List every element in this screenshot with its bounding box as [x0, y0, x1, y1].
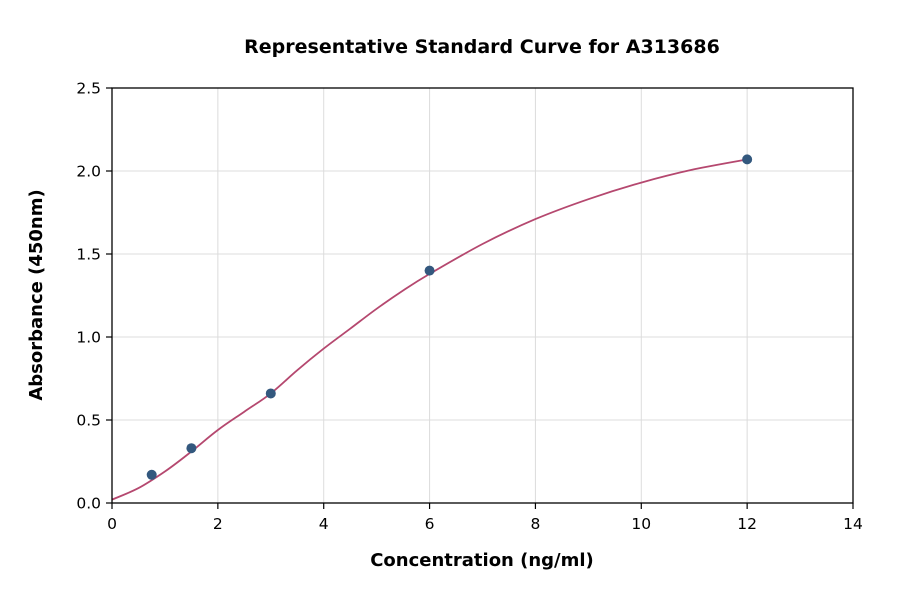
y-tick-label: 1.0: [76, 329, 101, 347]
y-tick-label: 1.5: [76, 246, 101, 264]
plot-border: [111, 87, 854, 504]
x-tick-label: 14: [843, 515, 863, 533]
x-axis-label: Concentration (ng/ml): [370, 550, 594, 571]
y-tick-label: 2.0: [76, 163, 101, 181]
x-tick-label: 0: [107, 515, 117, 533]
x-tick-label: 6: [425, 515, 435, 533]
x-tick-label: 4: [319, 515, 329, 533]
x-tick-label: 2: [213, 515, 223, 533]
data-point: [146, 469, 157, 480]
y-tick-label: 2.5: [76, 80, 101, 98]
x-tick-label: 8: [530, 515, 540, 533]
data-point: [424, 265, 435, 276]
x-tick-label: 12: [737, 515, 757, 533]
data-point: [742, 154, 753, 165]
y-tick-label: 0.5: [76, 412, 101, 430]
plot-area: 0 2 4 6 8 10 12 14 0.0 0.5 1.0 1.5 2.0 2.5: [76, 80, 863, 534]
data-point: [186, 443, 197, 454]
y-axis-label: Absorbance (450nm): [26, 189, 47, 400]
data-point: [265, 388, 276, 399]
y-tick-label: 0.0: [76, 495, 101, 513]
chart-title: Representative Standard Curve for A31368…: [244, 36, 720, 58]
x-tick-label: 10: [631, 515, 651, 533]
